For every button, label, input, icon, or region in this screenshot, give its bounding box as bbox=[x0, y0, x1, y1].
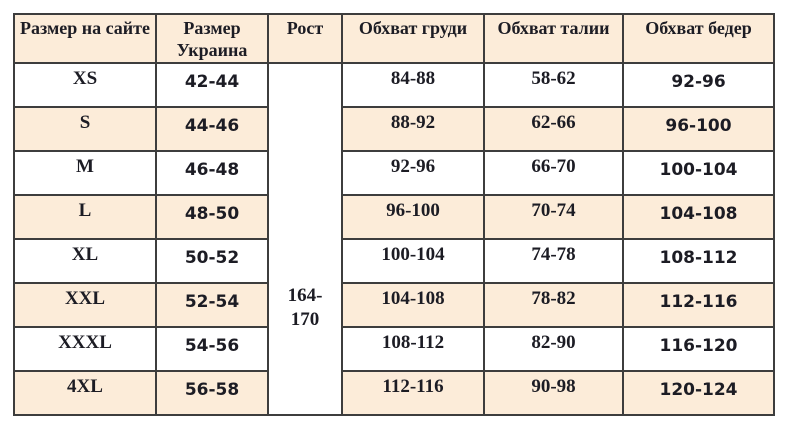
cell-hips: 120-124 bbox=[622, 369, 775, 416]
cell-ukraine: 46-48 bbox=[155, 149, 269, 196]
cell-chest: 96-100 bbox=[341, 193, 485, 240]
cell-height-merged: 164-170 bbox=[267, 61, 343, 416]
cell-waist: 70-74 bbox=[483, 193, 624, 240]
table-row-4xl: 4XL 56-58 112-116 90-98 120-124 bbox=[13, 369, 775, 416]
cell-chest: 92-96 bbox=[341, 149, 485, 196]
cell-hips: 92-96 bbox=[622, 61, 775, 108]
cell-site: 4XL bbox=[13, 369, 157, 416]
header-hips: Обхват бедер bbox=[622, 13, 775, 64]
cell-waist: 62-66 bbox=[483, 105, 624, 152]
cell-ukraine: 52-54 bbox=[155, 281, 269, 328]
cell-site: S bbox=[13, 105, 157, 152]
height-value: 164-170 bbox=[287, 284, 323, 330]
cell-waist: 58-62 bbox=[483, 61, 624, 108]
table-row-xxxl: XXXL 54-56 108-112 82-90 116-120 bbox=[13, 325, 775, 372]
header-row: Размер на сайте Размер Украина Рост Обхв… bbox=[13, 13, 775, 64]
cell-site: XS bbox=[13, 61, 157, 108]
cell-waist: 78-82 bbox=[483, 281, 624, 328]
cell-chest: 112-116 bbox=[341, 369, 485, 416]
header-size-site: Размер на сайте bbox=[13, 13, 157, 64]
cell-hips: 108-112 bbox=[622, 237, 775, 284]
header-waist: Обхват талии bbox=[483, 13, 624, 64]
header-size-ukraine: Размер Украина bbox=[155, 13, 269, 64]
cell-hips: 116-120 bbox=[622, 325, 775, 372]
cell-chest: 104-108 bbox=[341, 281, 485, 328]
size-chart-table: Размер на сайте Размер Украина Рост Обхв… bbox=[13, 13, 775, 416]
cell-waist: 90-98 bbox=[483, 369, 624, 416]
table-row-l: L 48-50 96-100 70-74 104-108 bbox=[13, 193, 775, 240]
cell-waist: 82-90 bbox=[483, 325, 624, 372]
table-row-m: M 46-48 92-96 66-70 100-104 bbox=[13, 149, 775, 196]
cell-hips: 96-100 bbox=[622, 105, 775, 152]
cell-hips: 100-104 bbox=[622, 149, 775, 196]
header-chest: Обхват груди bbox=[341, 13, 485, 64]
cell-hips: 104-108 bbox=[622, 193, 775, 240]
cell-site: XL bbox=[13, 237, 157, 284]
cell-ukraine: 44-46 bbox=[155, 105, 269, 152]
table-row-xxl: XXL 52-54 104-108 78-82 112-116 bbox=[13, 281, 775, 328]
cell-waist: 66-70 bbox=[483, 149, 624, 196]
cell-chest: 108-112 bbox=[341, 325, 485, 372]
header-height: Рост bbox=[267, 13, 343, 64]
cell-site: XXL bbox=[13, 281, 157, 328]
cell-chest: 84-88 bbox=[341, 61, 485, 108]
cell-waist: 74-78 bbox=[483, 237, 624, 284]
cell-ukraine: 50-52 bbox=[155, 237, 269, 284]
cell-ukraine: 56-58 bbox=[155, 369, 269, 416]
cell-ukraine: 54-56 bbox=[155, 325, 269, 372]
cell-ukraine: 48-50 bbox=[155, 193, 269, 240]
table-row-xl: XL 50-52 100-104 74-78 108-112 bbox=[13, 237, 775, 284]
cell-hips: 112-116 bbox=[622, 281, 775, 328]
table-row-s: S 44-46 88-92 62-66 96-100 bbox=[13, 105, 775, 152]
table-row-xs: XS 42-44 164-170 84-88 58-62 92-96 bbox=[13, 61, 775, 416]
cell-site: XXXL bbox=[13, 325, 157, 372]
cell-site: L bbox=[13, 193, 157, 240]
cell-chest: 100-104 bbox=[341, 237, 485, 284]
cell-chest: 88-92 bbox=[341, 105, 485, 152]
cell-site: M bbox=[13, 149, 157, 196]
cell-ukraine: 42-44 bbox=[155, 61, 269, 108]
